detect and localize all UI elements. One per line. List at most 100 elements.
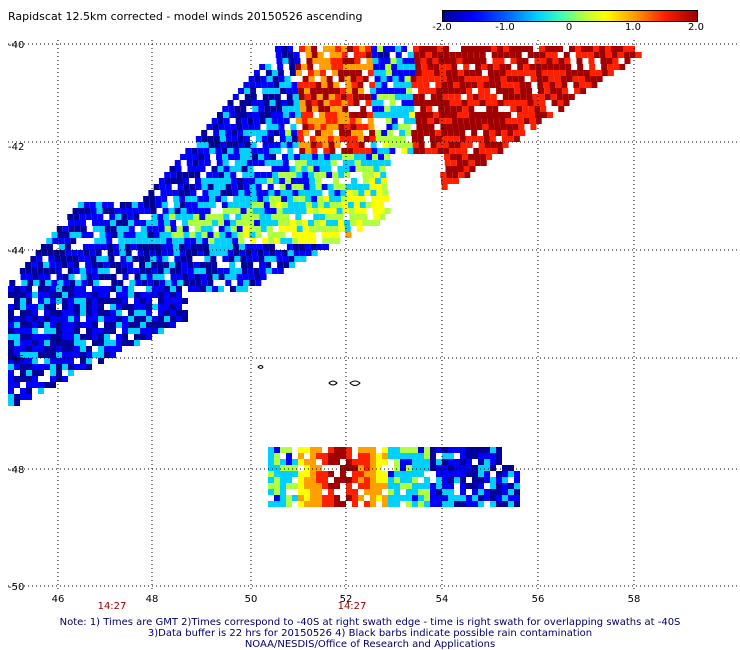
wind-cell (169, 268, 176, 274)
wind-cell (257, 202, 264, 208)
wind-cell (399, 136, 406, 142)
wind-cell (61, 262, 68, 268)
wind-cell (215, 250, 222, 256)
wind-cell (438, 112, 445, 118)
wind-cell (304, 501, 310, 507)
wind-cell (310, 501, 316, 507)
wind-cell (74, 316, 80, 322)
wind-cell (404, 124, 411, 130)
wind-cell (471, 130, 478, 136)
wind-cell (195, 232, 202, 238)
wind-cell (408, 112, 415, 118)
wind-cell (490, 495, 496, 501)
wind-cell (305, 196, 312, 202)
wind-cell (14, 346, 20, 352)
wind-cell (469, 70, 476, 76)
wind-cell (280, 459, 286, 465)
wind-cell (158, 220, 165, 226)
wind-cell (164, 298, 170, 304)
wind-cell (313, 214, 320, 220)
wind-cell (387, 130, 394, 136)
wind-cell (325, 214, 332, 220)
wind-cell (377, 46, 383, 52)
wind-cell (365, 52, 372, 58)
wind-cell (456, 154, 463, 160)
wind-cell (407, 148, 414, 154)
wind-cell (351, 130, 358, 136)
wind-cell (460, 477, 466, 483)
wind-cell (402, 112, 409, 118)
wind-cell (371, 46, 377, 52)
wind-cell (298, 459, 304, 465)
wind-cell (276, 256, 283, 262)
wind-cell (74, 292, 80, 298)
wind-cell (230, 172, 237, 178)
wind-cell (213, 184, 220, 190)
wind-cell (59, 250, 66, 256)
wind-cell (337, 118, 344, 124)
wind-cell (322, 495, 328, 501)
wind-cell (206, 172, 213, 178)
wind-cell (176, 286, 182, 292)
wind-cell (374, 172, 381, 178)
wind-cell (375, 130, 382, 136)
wind-cell (203, 250, 210, 256)
wind-cell (336, 112, 343, 118)
wind-cell (170, 310, 176, 316)
wind-cell (294, 112, 301, 118)
wind-cell (535, 118, 542, 124)
wind-cell (92, 286, 98, 292)
wind-cell (254, 220, 261, 226)
wind-cell (266, 226, 273, 232)
wind-cell (400, 453, 406, 459)
wind-cell (412, 465, 418, 471)
wind-cell (224, 226, 231, 232)
wind-cell (497, 148, 504, 154)
wind-cell (26, 358, 32, 364)
wind-cell (451, 166, 458, 172)
wind-cell (165, 184, 172, 190)
wind-cell (280, 190, 287, 196)
wind-cell (563, 52, 570, 58)
colorbar-tick: 2.0 (688, 22, 704, 33)
wind-cell (373, 166, 380, 172)
wind-cell (200, 226, 207, 232)
wind-cell (503, 46, 509, 52)
wind-cell (254, 172, 261, 178)
wind-cell (26, 346, 32, 352)
wind-cell (424, 88, 431, 94)
wind-cell (50, 292, 56, 298)
wind-cell (439, 118, 446, 124)
wind-cell (227, 148, 234, 154)
wind-cell (547, 70, 554, 76)
wind-cell (304, 190, 311, 196)
wind-cell (382, 483, 388, 489)
wind-cell (359, 148, 366, 154)
wind-cell (286, 453, 292, 459)
wind-cell (122, 304, 128, 310)
wind-cell (418, 459, 424, 465)
wind-cell (68, 328, 74, 334)
wind-cell (39, 280, 46, 286)
wind-cell (199, 268, 206, 274)
wind-cell (536, 76, 543, 82)
wind-cell (230, 178, 237, 184)
wind-cell (364, 501, 370, 507)
wind-cell (218, 124, 225, 130)
wind-cell (415, 118, 422, 124)
wind-cell (388, 501, 394, 507)
wind-cell (496, 453, 502, 459)
wind-cell (383, 52, 390, 58)
wind-cell (173, 250, 180, 256)
wind-cell (122, 328, 128, 334)
wind-cell (116, 304, 122, 310)
wind-cell (123, 232, 130, 238)
wind-cell (134, 220, 141, 226)
wind-cell (424, 495, 430, 501)
wind-cell (502, 88, 509, 94)
wind-cell (335, 196, 342, 202)
wind-cell (304, 483, 310, 489)
wind-cell (418, 94, 425, 100)
wind-cell (224, 124, 231, 130)
wind-cell (372, 160, 379, 166)
